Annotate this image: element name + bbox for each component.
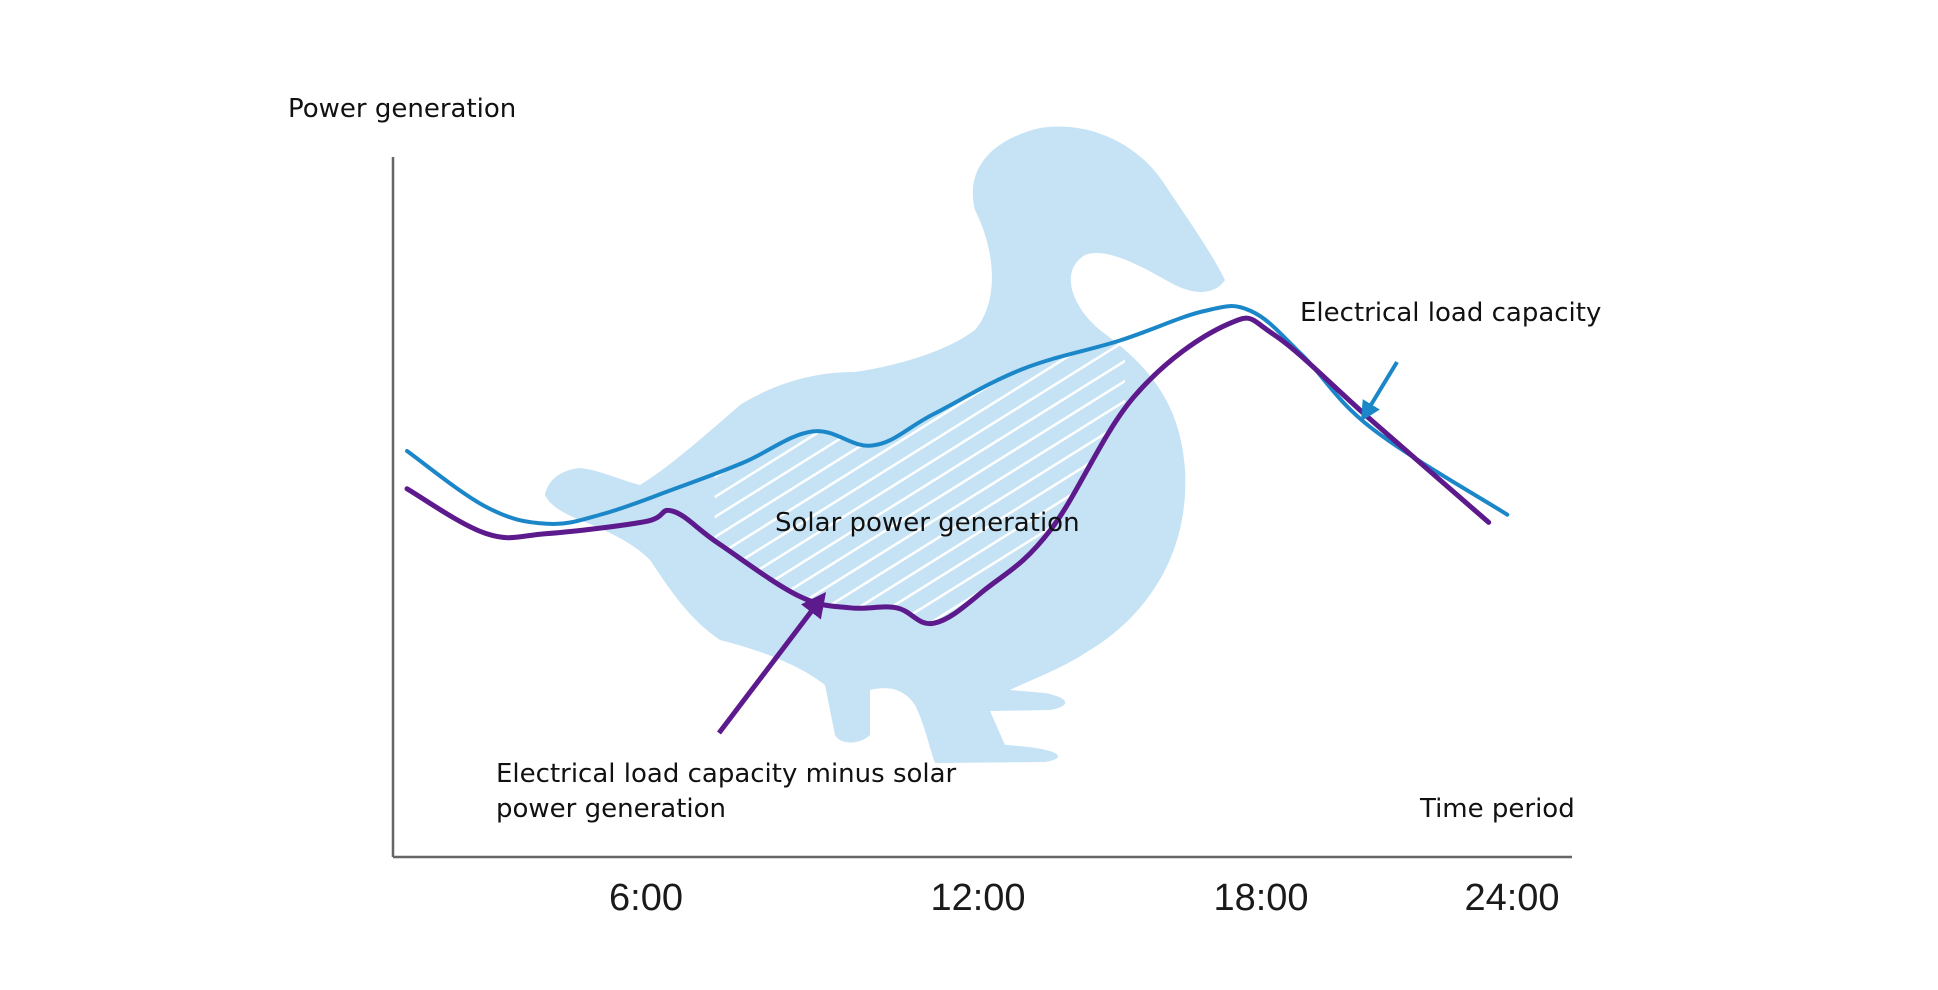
x-tick-6: 6:00 [609, 877, 683, 919]
x-tick-24: 24:00 [1464, 877, 1559, 919]
load-label-arrow [1360, 360, 1399, 422]
x-tick-18: 18:00 [1213, 877, 1308, 919]
x-tick-12: 12:00 [930, 877, 1025, 919]
y-axis-label: Power generation [288, 94, 516, 124]
net-series-label-line2: power generation [496, 794, 726, 824]
solar-generation-area [714, 338, 1125, 624]
series-line-net-load [404, 315, 1492, 627]
net-series-label-line1: Electrical load capacity minus solar [496, 759, 957, 789]
net-label-arrow [717, 592, 827, 735]
solar-area-label: Solar power generation [775, 508, 1080, 538]
load-series-label: Electrical load capacity [1300, 298, 1601, 328]
x-axis-label: Time period [1419, 794, 1575, 824]
